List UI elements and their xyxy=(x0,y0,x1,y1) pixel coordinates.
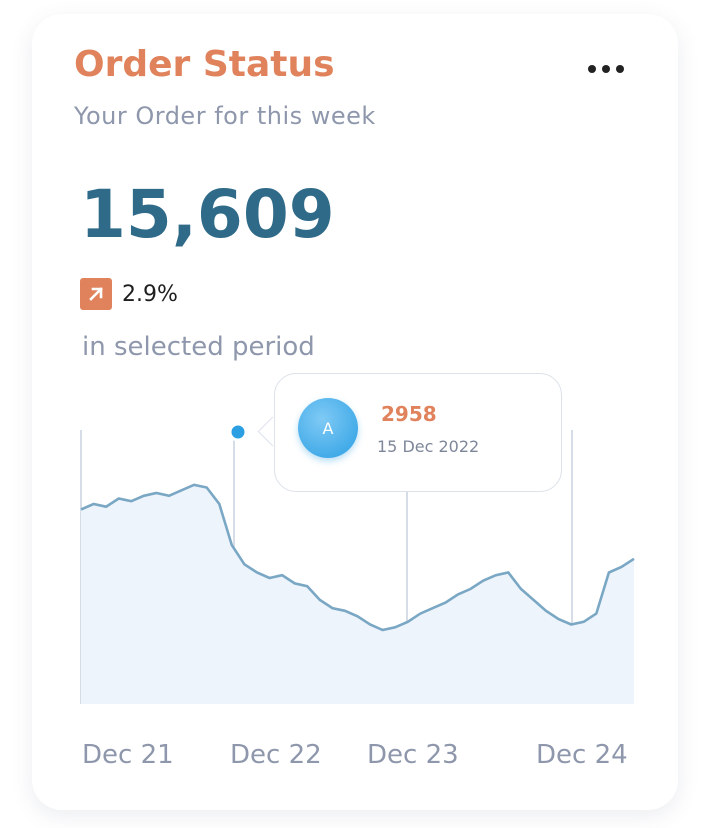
arrow-up-right-icon xyxy=(80,278,112,310)
more-horizontal-icon xyxy=(588,65,596,73)
more-options-button[interactable] xyxy=(580,56,632,82)
x-tick-label: Dec 22 xyxy=(230,740,322,770)
x-tick-label: Dec 21 xyxy=(82,740,174,770)
period-note: in selected period xyxy=(82,332,315,362)
tooltip-date: 15 Dec 2022 xyxy=(377,437,480,456)
more-dot xyxy=(616,65,624,73)
order-total: 15,609 xyxy=(80,176,335,253)
x-tick-label: Dec 24 xyxy=(536,740,628,770)
avatar: A xyxy=(298,398,358,458)
tooltip-value: 2958 xyxy=(381,402,437,426)
card-title: Order Status xyxy=(74,44,335,85)
change-value: 2.9% xyxy=(122,281,178,307)
highlight-point[interactable] xyxy=(228,422,248,442)
area-fill xyxy=(81,484,634,704)
series-line xyxy=(80,483,635,632)
more-dot xyxy=(602,65,610,73)
change-indicator: 2.9% xyxy=(80,278,178,310)
x-tick-label: Dec 23 xyxy=(367,740,459,770)
card-subtitle: Your Order for this week xyxy=(74,102,376,130)
